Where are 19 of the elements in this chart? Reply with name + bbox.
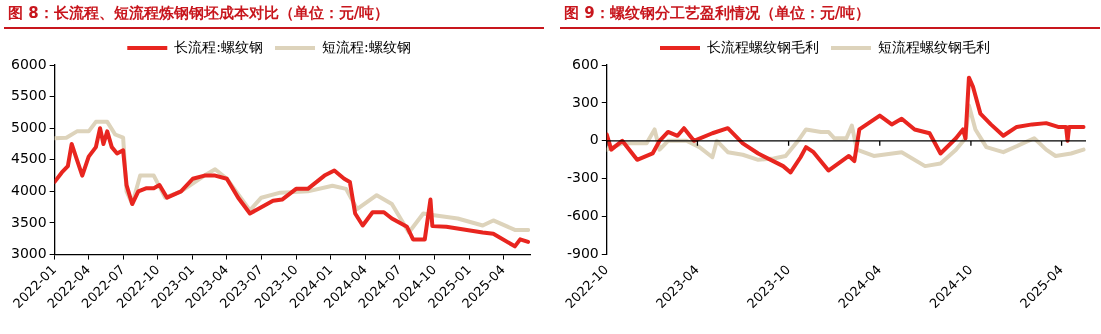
legend-label: 长流程:螺纹钢 — [174, 38, 263, 55]
y-tick-label: -900 — [566, 245, 599, 262]
y-tick-label: 3000 — [10, 245, 47, 262]
legend-label: 短流程:螺纹钢 — [322, 38, 411, 55]
y-tick-label: -600 — [566, 207, 599, 224]
legend-label: 长流程螺纹钢毛利 — [707, 38, 819, 55]
chart-title: 图 8：长流程、短流程炼钢钢坯成本对比（单位：元/吨） — [4, 0, 544, 29]
y-tick-label: 4500 — [10, 150, 47, 167]
y-tick-label: 5000 — [10, 118, 47, 135]
y-tick-label: 600 — [572, 55, 599, 72]
legend-label: 短流程螺纹钢毛利 — [878, 38, 990, 55]
chart-title: 图 9：螺纹钢分工艺盈利情况（单位：元/吨） — [560, 0, 1100, 29]
y-tick-label: -300 — [566, 169, 599, 186]
y-tick-label: 300 — [572, 93, 599, 110]
y-tick-label: 6000 — [10, 55, 47, 72]
y-tick-label: 4000 — [10, 182, 47, 199]
y-tick-label: 5500 — [10, 87, 47, 104]
y-tick-label: 3500 — [10, 213, 47, 230]
y-tick-label: 0 — [589, 131, 599, 148]
